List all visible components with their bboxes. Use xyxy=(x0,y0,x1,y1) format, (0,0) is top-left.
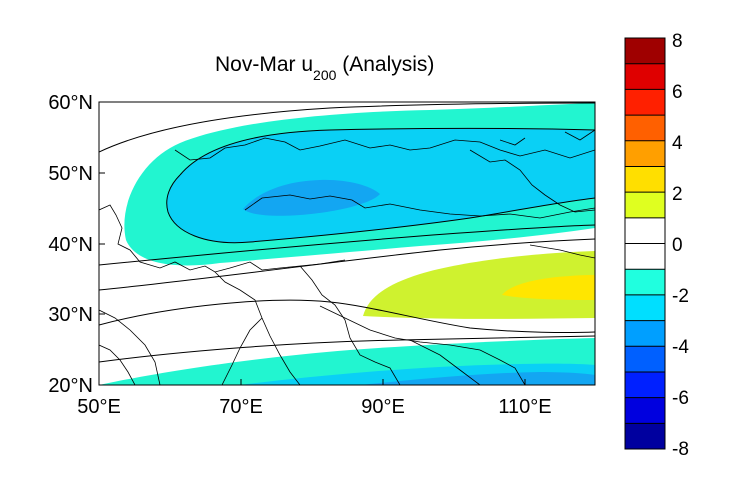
colorbar-segment xyxy=(625,63,665,90)
colorbar-segments xyxy=(625,38,665,449)
colorbar-segment xyxy=(625,371,665,398)
y-tick-label: 20°N xyxy=(48,375,93,397)
map-panel xyxy=(98,101,596,386)
y-tick-label: 50°N xyxy=(48,163,93,185)
y-tick-label: 60°N xyxy=(48,92,93,114)
contour-fill-pos-2-3 xyxy=(502,275,595,300)
colorbar-segment xyxy=(625,192,665,218)
y-tick-label: 40°N xyxy=(48,234,93,256)
colorbar-label: -4 xyxy=(672,337,689,358)
colorbar-segment xyxy=(625,38,665,64)
colorbar-label: 6 xyxy=(672,82,683,103)
colorbar-label: 4 xyxy=(672,133,683,154)
colorbar-label: 2 xyxy=(672,184,683,205)
x-tick-label: 50°E xyxy=(77,396,121,418)
contour-lines xyxy=(99,102,595,363)
colorbar-segment xyxy=(625,397,665,424)
colorbar-segment xyxy=(625,243,665,270)
contour-fill-pos-1-2 xyxy=(363,251,595,319)
colorbar-segment xyxy=(625,269,665,295)
x-axis: 50°E 70°E 90°E 110°E xyxy=(77,379,552,418)
colorbar-segment xyxy=(625,217,665,244)
y-tick-label: 30°N xyxy=(48,304,93,326)
colorbar-label: -8 xyxy=(672,439,689,460)
x-tick-label: 110°E xyxy=(498,396,551,418)
contour-fill-neg-3-4-north xyxy=(243,179,380,216)
colorbar-segment xyxy=(625,166,665,193)
colorbar-segment xyxy=(625,423,665,449)
x-tick-label: 70°E xyxy=(219,396,263,418)
colorbar-segment xyxy=(625,115,665,141)
colorbar-segment xyxy=(625,89,665,116)
colorbar: 8 6 4 2 0 -2 -4 -6 -8 xyxy=(624,31,689,460)
colorbar-label: 0 xyxy=(672,235,683,256)
y-axis: 60°N 50°N 40°N 30°N 20°N xyxy=(48,92,105,397)
country-borders xyxy=(99,129,595,385)
colorbar-segment xyxy=(625,140,665,167)
contour-fill-neg-3-4-south xyxy=(360,372,595,385)
colorbar-segment xyxy=(625,320,665,347)
colorbar-label: -2 xyxy=(672,286,689,307)
colorbar-segment xyxy=(625,346,665,372)
colorbar-segment xyxy=(625,294,665,321)
chart-title: Nov-Mar u200 (Analysis) xyxy=(215,53,434,83)
x-tick-label: 90°E xyxy=(361,396,405,418)
colorbar-ticks xyxy=(625,63,665,424)
colorbar-label: -6 xyxy=(672,388,689,409)
colorbar-label: 8 xyxy=(672,31,683,52)
